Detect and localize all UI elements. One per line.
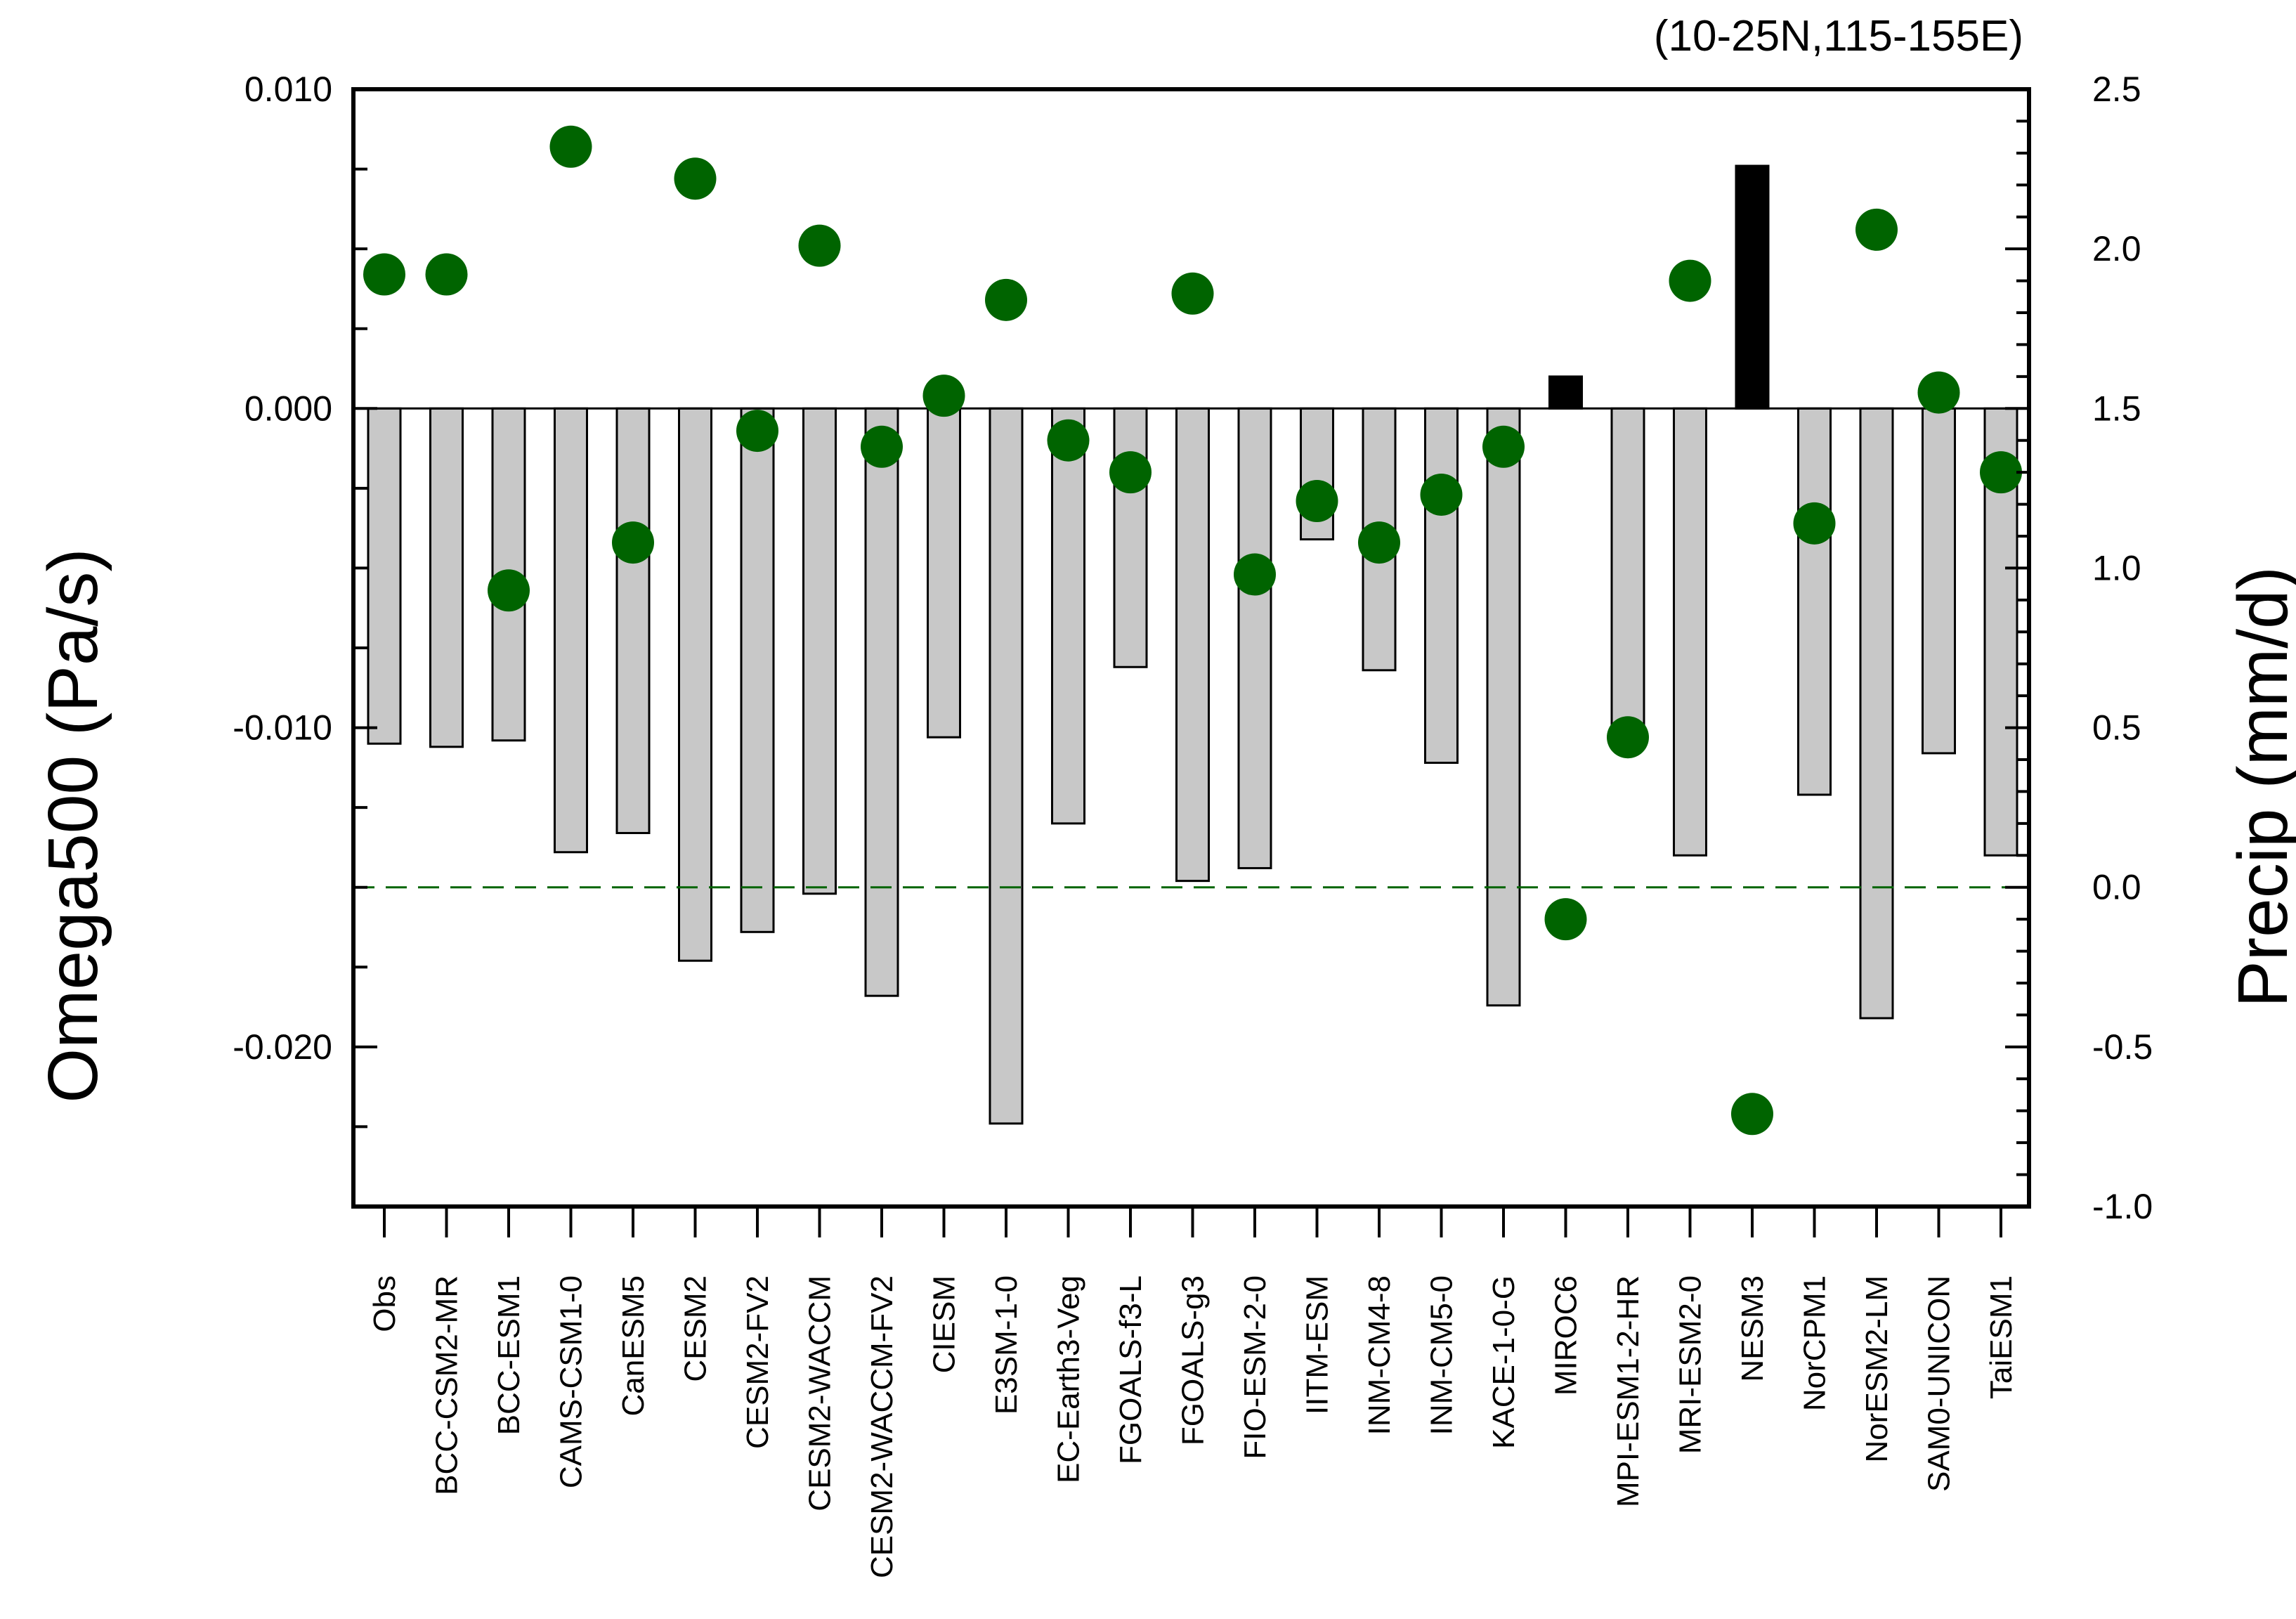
category-label: CESM2 (679, 1275, 713, 1382)
left-tick-label: 0.000 (244, 389, 332, 428)
bar-kace-1-0-g (1486, 407, 1521, 1007)
left-tick-label: -0.020 (233, 1027, 332, 1067)
precip-point-taiesm1 (1980, 451, 2022, 494)
bar-sam0-unicon (1922, 407, 1956, 755)
precip-point-sam0-unicon (1917, 371, 1960, 414)
left-tick-label: 0.010 (244, 70, 332, 109)
category-label: KACE-1-0-G (1487, 1275, 1521, 1449)
category-label: Obs (367, 1275, 402, 1332)
precip-point-fgoals-g3 (1171, 272, 1214, 315)
precip-point-cesm2-fv2 (736, 410, 778, 453)
category-label: CESM2-WACCM (803, 1275, 837, 1511)
category-label: MIROC6 (1549, 1275, 1584, 1396)
category-label: INM-CM5-0 (1425, 1275, 1459, 1435)
right-tick-label: 1.0 (2092, 548, 2141, 587)
precip-point-miroc6 (1544, 898, 1587, 941)
precip-point-cesm2-waccm-fv2 (861, 425, 903, 468)
precip-point-norcpm1 (1793, 502, 1836, 545)
bar-mpi-esm1-2-hr (1610, 407, 1645, 736)
precip-point-iitm-esm (1296, 480, 1338, 523)
category-label: BCC-ESM1 (492, 1275, 526, 1435)
right-tick-label: 2.5 (2092, 70, 2141, 109)
bar-miroc6 (1548, 375, 1583, 410)
category-label: CanESM5 (616, 1275, 651, 1417)
category-label: IITM-ESM (1300, 1275, 1335, 1415)
bar-e3sm-1-0 (989, 407, 1024, 1125)
right-tick-label: 0.5 (2092, 708, 2141, 748)
plot-area: 0.010 0.000 -0.010 -0.020 2.5 2.0 1.5 1.0 0.5 0.0… (233, 70, 2153, 1578)
bar-bcc-csm2-mr (429, 407, 464, 748)
category-label: INM-CM4-8 (1362, 1275, 1397, 1435)
bar-fgoals-f3-l (1113, 407, 1148, 668)
bar-fio-esm-2-0 (1237, 407, 1272, 869)
bar-cams-csm1-0 (554, 407, 588, 854)
category-label: FIO-ESM-2-0 (1238, 1275, 1272, 1459)
precip-point-e3sm-1-0 (985, 278, 1027, 321)
category-label: BCC-CSM2-MR (430, 1275, 464, 1495)
category-label: CESM2-WACCM-FV2 (865, 1275, 899, 1578)
precip-point-noresm2-lm (1855, 208, 1898, 251)
right-tick-label: 2.0 (2092, 229, 2141, 268)
precip-point-ec-earth3-veg (1047, 419, 1090, 462)
chart-title: (10-25N,115-155E) (1654, 12, 2023, 60)
precip-point-bcc-esm1 (488, 569, 530, 612)
bar-cesm2 (678, 407, 712, 962)
category-label: E3SM-1-0 (989, 1275, 1024, 1415)
precip-point-inm-cm4-8 (1358, 521, 1400, 564)
precip-point-canesm5 (612, 521, 654, 564)
left-axis-title: Omega500 (Pa/s) (34, 548, 112, 1103)
left-tick-label: -0.010 (233, 708, 332, 748)
bar-canesm5 (615, 407, 651, 834)
bar-nesm3 (1735, 164, 1770, 410)
category-label: EC-Earth3-Veg (1052, 1275, 1086, 1483)
bar-cesm2-waccm-fv2 (864, 407, 899, 997)
bar-obs (367, 407, 402, 745)
bar-noresm2-lm (1859, 407, 1894, 1020)
precip-point-inm-cm5-0 (1420, 473, 1463, 516)
category-label: TaiESM1 (1984, 1275, 2018, 1399)
category-label: NorESM2-LM (1860, 1275, 1894, 1463)
precip-point-ciesm (922, 375, 965, 417)
right-tick-label: -1.0 (2092, 1187, 2153, 1226)
precip-point-bcc-csm2-mr (425, 253, 468, 296)
precip-point-cams-csm1-0 (549, 125, 592, 168)
category-label: FGOALS-g3 (1176, 1275, 1211, 1445)
right-axis-title: Precip (mm/d) (2224, 566, 2296, 1008)
right-tick-label: 0.0 (2092, 868, 2141, 907)
category-label: CESM2-FV2 (741, 1275, 775, 1449)
precip-point-obs (363, 253, 405, 296)
precip-point-fio-esm-2-0 (1234, 553, 1276, 596)
category-label: FGOALS-f3-L (1114, 1275, 1148, 1464)
bar-fgoals-g3 (1175, 407, 1210, 883)
bar-cesm2-fv2 (740, 407, 775, 933)
category-label: SAM0-UNICON (1922, 1275, 1957, 1492)
category-label: NESM3 (1735, 1275, 1770, 1382)
bar-inm-cm5-0 (1424, 407, 1459, 765)
precip-point-cesm2 (674, 157, 717, 200)
category-label: CAMS-CSM1-0 (554, 1275, 589, 1488)
bar-cesm2-waccm (802, 407, 837, 895)
precip-point-nesm3 (1731, 1093, 1773, 1136)
right-tick-label: 1.5 (2092, 389, 2141, 428)
bar-ec-earth3-veg (1051, 407, 1085, 825)
precip-point-cesm2-waccm (798, 224, 841, 267)
category-label: MRI-ESM2-0 (1674, 1275, 1708, 1454)
category-label: CIESM (927, 1275, 962, 1373)
bar-mri-esm2-0 (1673, 407, 1707, 857)
precip-point-mpi-esm1-2-hr (1607, 716, 1649, 759)
precip-point-mri-esm2-0 (1669, 259, 1711, 302)
right-tick-label: -0.5 (2092, 1027, 2153, 1067)
category-label: MPI-ESM1-2-HR (1611, 1275, 1645, 1507)
bar-ciesm (927, 407, 961, 739)
precip-point-kace-1-0-g (1482, 425, 1525, 468)
category-label: NorCPM1 (1798, 1275, 1832, 1411)
bar-norcpm1 (1797, 407, 1832, 796)
precip-point-fgoals-f3-l (1109, 451, 1152, 494)
